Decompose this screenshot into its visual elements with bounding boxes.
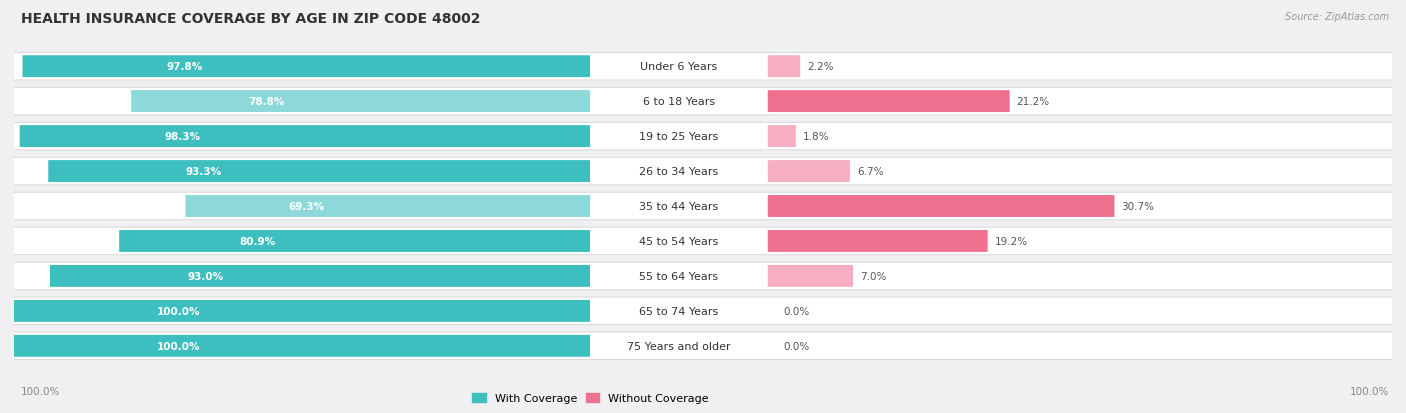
- FancyBboxPatch shape: [768, 56, 800, 78]
- Text: 19.2%: 19.2%: [994, 236, 1028, 247]
- FancyBboxPatch shape: [22, 56, 591, 78]
- FancyBboxPatch shape: [10, 228, 1402, 255]
- Legend: With Coverage, Without Coverage: With Coverage, Without Coverage: [468, 388, 713, 408]
- Text: 0.0%: 0.0%: [783, 306, 810, 316]
- FancyBboxPatch shape: [10, 158, 1402, 185]
- FancyBboxPatch shape: [186, 196, 591, 217]
- Text: 30.7%: 30.7%: [1122, 202, 1154, 211]
- FancyBboxPatch shape: [131, 91, 591, 113]
- FancyBboxPatch shape: [768, 196, 1115, 217]
- Text: 97.8%: 97.8%: [166, 62, 202, 72]
- Text: 7.0%: 7.0%: [860, 271, 886, 281]
- FancyBboxPatch shape: [10, 88, 1402, 116]
- Text: HEALTH INSURANCE COVERAGE BY AGE IN ZIP CODE 48002: HEALTH INSURANCE COVERAGE BY AGE IN ZIP …: [21, 12, 481, 26]
- FancyBboxPatch shape: [120, 230, 591, 252]
- FancyBboxPatch shape: [10, 123, 1402, 150]
- Text: 100.0%: 100.0%: [157, 341, 201, 351]
- FancyBboxPatch shape: [10, 335, 591, 357]
- Text: 21.2%: 21.2%: [1017, 97, 1050, 107]
- FancyBboxPatch shape: [768, 161, 849, 183]
- FancyBboxPatch shape: [768, 230, 987, 252]
- FancyBboxPatch shape: [10, 300, 591, 322]
- Text: 45 to 54 Years: 45 to 54 Years: [640, 236, 718, 247]
- Text: 2.2%: 2.2%: [807, 62, 834, 72]
- FancyBboxPatch shape: [10, 297, 1402, 325]
- FancyBboxPatch shape: [10, 263, 1402, 290]
- FancyBboxPatch shape: [768, 126, 796, 148]
- Text: 65 to 74 Years: 65 to 74 Years: [640, 306, 718, 316]
- Text: 98.3%: 98.3%: [165, 132, 201, 142]
- Text: Source: ZipAtlas.com: Source: ZipAtlas.com: [1285, 12, 1389, 22]
- Text: 75 Years and older: 75 Years and older: [627, 341, 731, 351]
- FancyBboxPatch shape: [10, 193, 1402, 220]
- Text: 55 to 64 Years: 55 to 64 Years: [640, 271, 718, 281]
- Text: 0.0%: 0.0%: [783, 341, 810, 351]
- Text: 78.8%: 78.8%: [247, 97, 284, 107]
- FancyBboxPatch shape: [768, 265, 853, 287]
- FancyBboxPatch shape: [51, 265, 591, 287]
- Text: 1.8%: 1.8%: [803, 132, 830, 142]
- Text: 93.3%: 93.3%: [186, 166, 222, 177]
- FancyBboxPatch shape: [48, 161, 591, 183]
- FancyBboxPatch shape: [10, 53, 1402, 81]
- Text: 69.3%: 69.3%: [288, 202, 325, 211]
- Text: 100.0%: 100.0%: [1350, 387, 1389, 396]
- Text: 100.0%: 100.0%: [157, 306, 201, 316]
- FancyBboxPatch shape: [10, 332, 1402, 360]
- Text: 26 to 34 Years: 26 to 34 Years: [640, 166, 718, 177]
- Text: Under 6 Years: Under 6 Years: [640, 62, 717, 72]
- Text: 35 to 44 Years: 35 to 44 Years: [640, 202, 718, 211]
- FancyBboxPatch shape: [768, 91, 1010, 113]
- Text: 6 to 18 Years: 6 to 18 Years: [643, 97, 714, 107]
- Text: 93.0%: 93.0%: [187, 271, 224, 281]
- Text: 6.7%: 6.7%: [856, 166, 883, 177]
- Text: 19 to 25 Years: 19 to 25 Years: [640, 132, 718, 142]
- Text: 80.9%: 80.9%: [239, 236, 276, 247]
- FancyBboxPatch shape: [20, 126, 591, 148]
- Text: 100.0%: 100.0%: [21, 387, 60, 396]
